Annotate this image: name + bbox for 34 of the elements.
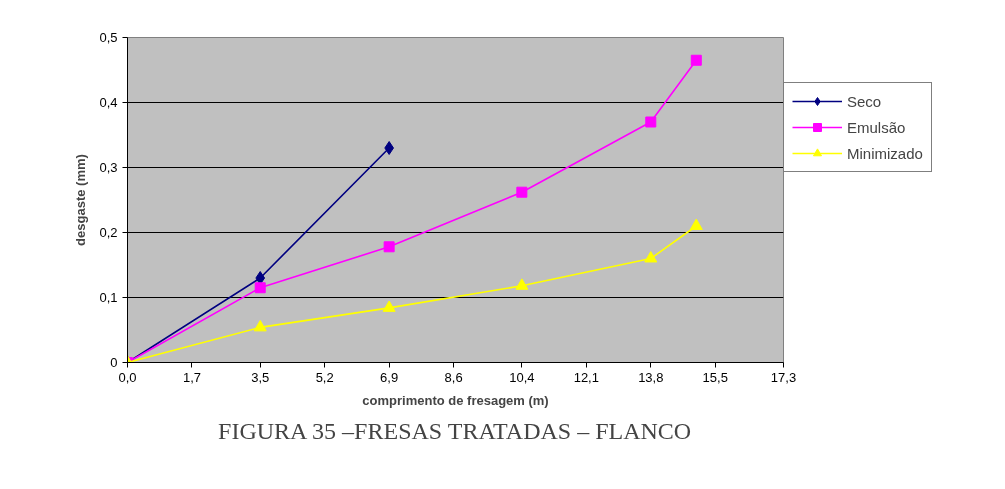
x-tick-label: 5,2 xyxy=(315,369,334,385)
y-tick-label: 0 xyxy=(110,355,118,370)
point xyxy=(689,218,703,230)
y-tick-label: 0,3 xyxy=(99,160,118,175)
y-tick-label: 0,5 xyxy=(99,30,118,45)
x-tick-label: 13,8 xyxy=(638,369,664,385)
y-tick-label: 0,2 xyxy=(99,225,118,240)
text: FIGURA 35 –FRESAS TRATADAS – FLANCO xyxy=(218,417,692,444)
point xyxy=(515,278,529,290)
y-tick-label: 0,1 xyxy=(99,290,118,305)
y-axis-title: desgaste (mm) xyxy=(73,154,89,246)
point xyxy=(383,241,395,253)
point xyxy=(254,282,266,294)
x-tick-label: 10,4 xyxy=(509,369,535,385)
x-tick-label: 17,3 xyxy=(770,369,797,385)
x-tick-label: 12,1 xyxy=(573,369,599,385)
legend-label: Minimizado xyxy=(847,144,923,162)
point xyxy=(382,300,396,312)
point xyxy=(253,319,267,332)
x-tick-label: 1,7 xyxy=(182,369,201,385)
x-axis-title: comprimento de fresagem (m) xyxy=(362,392,549,408)
x-tick-label: 8,6 xyxy=(444,369,463,385)
x-tick-label: 3,5 xyxy=(251,369,270,385)
legend-label: Emulsão xyxy=(847,118,906,136)
point xyxy=(690,54,702,66)
point xyxy=(384,141,394,155)
point xyxy=(645,116,657,128)
x-tick-label: 0,0 xyxy=(118,369,137,385)
legend-label: Seco xyxy=(847,92,882,110)
point xyxy=(644,251,658,263)
y-tick-label: 0,4 xyxy=(99,95,118,110)
point xyxy=(516,186,528,198)
x-tick-label: 15,5 xyxy=(702,369,728,385)
x-tick-label: 6,9 xyxy=(380,369,399,385)
